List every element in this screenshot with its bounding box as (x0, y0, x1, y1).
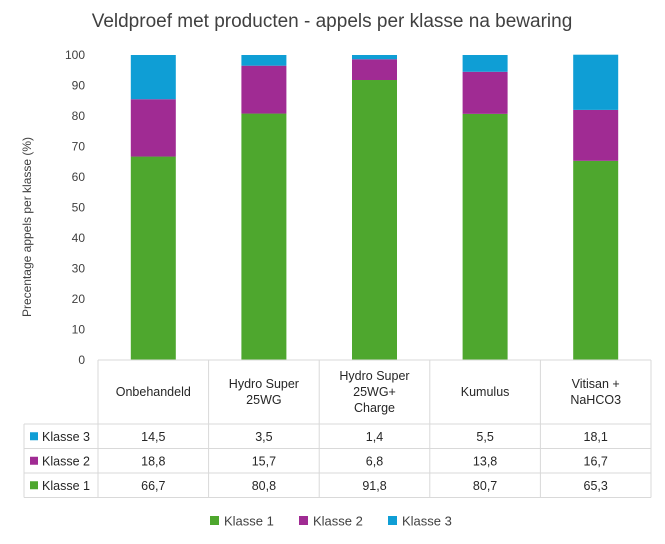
y-tick-label: 20 (72, 292, 86, 306)
table-cell: 14,5 (141, 430, 165, 444)
y-tick-label: 80 (72, 109, 86, 123)
category-label: Vitisan + NaHCO3 (570, 377, 621, 407)
bar-segment (352, 80, 397, 360)
bar-segment (241, 113, 287, 360)
legend-swatch (210, 516, 219, 525)
bar-segment (573, 109, 619, 161)
bar-segment (130, 156, 176, 360)
bar-segment (573, 54, 619, 110)
table-cell: 91,8 (362, 479, 386, 493)
bar-segment (241, 65, 287, 114)
y-tick-label: 100 (65, 48, 85, 62)
table-cell: 5,5 (476, 430, 493, 444)
category-label: Hydro Super 25WG (229, 377, 299, 407)
bars (130, 54, 619, 360)
table-row-label: Klasse 3 (42, 430, 90, 444)
y-tick-label: 60 (72, 170, 86, 184)
category-label: Onbehandeld (116, 385, 191, 399)
legend-swatch (388, 516, 397, 525)
table-row-key (30, 481, 38, 490)
category-label: Hydro Super 25WG+ Charge (339, 369, 409, 415)
table-cell: 15,7 (252, 454, 276, 468)
table-cell: 18,8 (141, 454, 165, 468)
table-cell: 13,8 (473, 454, 497, 468)
bar-segment (130, 99, 176, 157)
table-row-label: Klasse 1 (42, 479, 90, 493)
legend-swatch (299, 516, 308, 525)
bar-segment (462, 113, 508, 360)
bar-segment (573, 160, 619, 360)
y-tick-label: 10 (72, 323, 86, 337)
y-tick-label: 0 (78, 353, 85, 367)
legend-label: Klasse 3 (402, 514, 452, 529)
table-cell: 6,8 (366, 454, 383, 468)
bar-segment (241, 55, 287, 66)
table-row-key (30, 456, 38, 465)
table-cell: 1,4 (366, 430, 383, 444)
table-cell: 80,8 (252, 479, 276, 493)
category-label: Kumulus (461, 385, 510, 399)
table-cell: 3,5 (255, 430, 272, 444)
bar-segment (130, 55, 176, 100)
bar-segment (462, 55, 508, 72)
y-tick-label: 40 (72, 231, 86, 245)
table-row-key (30, 432, 38, 441)
y-tick-label: 70 (72, 140, 86, 154)
chart-title: Veldproef met producten - appels per kla… (92, 11, 573, 32)
table-cell: 18,1 (584, 430, 608, 444)
bar-segment (352, 55, 397, 60)
y-axis-ticks: 0 10 20 30 40 50 60 70 80 90 100 (65, 48, 85, 367)
table-cell: 16,7 (584, 454, 608, 468)
table-row-label: Klasse 2 (42, 454, 90, 468)
legend-label: Klasse 1 (224, 514, 274, 529)
bar-segment (352, 59, 397, 81)
y-tick-label: 30 (72, 262, 86, 276)
y-tick-label: 90 (72, 79, 86, 93)
data-table: Onbehandeld Hydro Super 25WG Hydro Super 25W… (23, 359, 652, 498)
legend-label: Klasse 2 (313, 514, 363, 529)
table-cell: 65,3 (584, 479, 608, 493)
table-cell: 80,7 (473, 479, 497, 493)
table-cell: 66,7 (141, 479, 165, 493)
y-axis-label: Precentage appels per klasse (%) (20, 137, 34, 317)
legend: Klasse 1 Klasse 2 Klasse 3 (210, 514, 452, 529)
bar-segment (462, 71, 508, 114)
y-tick-label: 50 (72, 201, 86, 215)
